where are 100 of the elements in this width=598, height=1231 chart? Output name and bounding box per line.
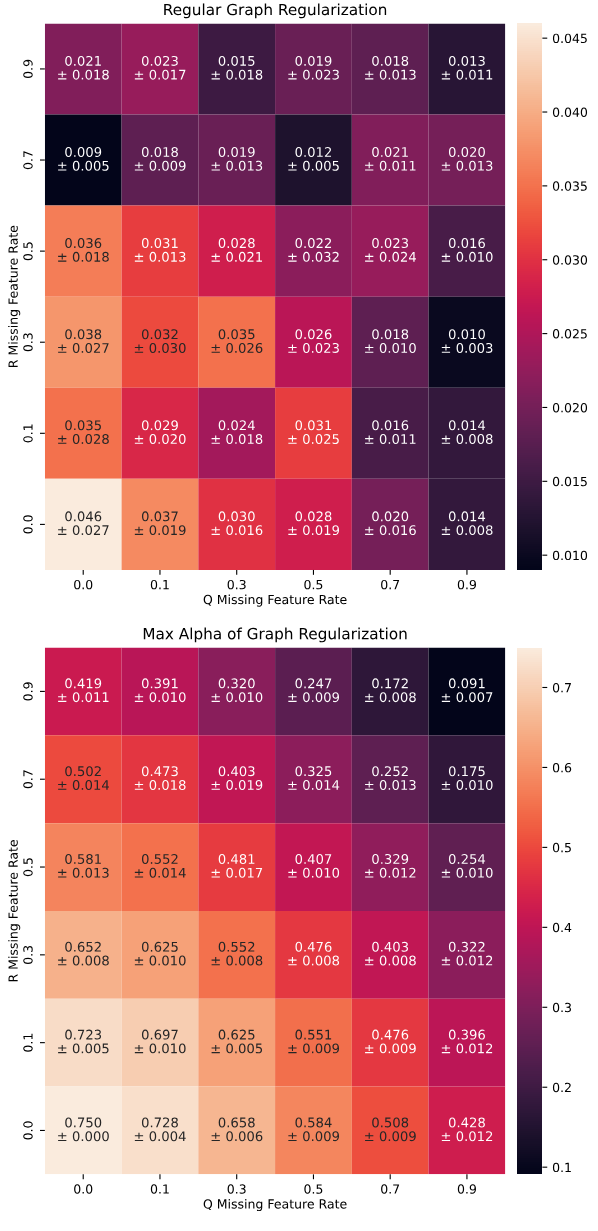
- x-tick-label: 0.1: [150, 1184, 169, 1194]
- data-label: 0.037 ± 0.019: [134, 511, 186, 536]
- y-tick-label: 0.3: [23, 333, 33, 352]
- data-label: 0.652 ± 0.008: [58, 941, 109, 966]
- data-label: 0.018 ± 0.009: [134, 146, 186, 171]
- color-bar-label: 0.3: [552, 1002, 571, 1013]
- data-label: 0.750 ± 0.000: [58, 1117, 109, 1142]
- data-label: 0.254 ± 0.010: [441, 854, 493, 878]
- color-bar-label: 0.4: [552, 922, 572, 933]
- data-label: 0.428 ± 0.012: [441, 1117, 493, 1142]
- data-label: 0.403 ± 0.019: [211, 766, 263, 790]
- color-bar-label: 0.5: [552, 842, 571, 853]
- x-tick-label: 0.7: [381, 579, 400, 590]
- x-tick-label: 0.9: [457, 579, 476, 590]
- x-tick-label: 0.3: [227, 1184, 246, 1194]
- chart-title: Max Alpha of Graph Regularization: [143, 627, 407, 643]
- data-label: 0.091 ± 0.007: [441, 678, 493, 703]
- y-tick-label: 0.1: [23, 1033, 33, 1052]
- data-label: 0.723 ± 0.005: [58, 1029, 109, 1054]
- data-label: 0.481 ± 0.017: [211, 854, 263, 878]
- data-label: 0.508 ± 0.009: [365, 1117, 416, 1142]
- y-tick-label: 0.7: [23, 151, 33, 170]
- data-label: 0.172 ± 0.008: [365, 678, 416, 703]
- data-label: 0.018 ± 0.010: [365, 329, 416, 353]
- x-tick-label: 0.9: [457, 1184, 476, 1194]
- y-tick-label: 0.5: [23, 242, 33, 261]
- x-axis-title: Q Missing Feature Rate: [203, 594, 347, 607]
- data-label: 0.625 ± 0.010: [134, 941, 186, 966]
- data-label: 0.391 ± 0.010: [134, 678, 186, 703]
- chart-title: Regular Graph Regularization: [164, 3, 387, 19]
- data-label: 0.020 ± 0.013: [441, 146, 493, 171]
- data-label: 0.252 ± 0.013: [365, 766, 416, 790]
- data-label: 0.015 ± 0.018: [211, 55, 263, 80]
- data-label: 0.026 ± 0.023: [288, 329, 339, 353]
- data-label: 0.476 ± 0.009: [365, 1029, 416, 1054]
- data-label: 0.403 ± 0.008: [365, 941, 416, 966]
- color-bar-label: 0.1: [552, 1162, 571, 1173]
- data-label: 0.697 ± 0.010: [134, 1029, 186, 1054]
- data-label: 0.019 ± 0.013: [211, 146, 263, 171]
- x-tick-label: 0.0: [74, 1184, 93, 1194]
- data-label: 0.175 ± 0.010: [441, 766, 493, 790]
- data-label: 0.046 ± 0.027: [58, 511, 109, 536]
- data-label: 0.024 ± 0.018: [211, 420, 263, 445]
- color-bar-label: 0.025: [552, 329, 587, 339]
- data-label: 0.476 ± 0.008: [288, 941, 340, 966]
- data-label: 0.320 ± 0.010: [211, 678, 263, 703]
- data-label: 0.552 ± 0.008: [211, 941, 263, 966]
- color-bar-label: 0.035: [552, 181, 587, 191]
- x-tick-label: 0.1: [150, 579, 169, 590]
- data-label: 0.016 ± 0.011: [365, 420, 416, 445]
- data-label: 0.551 ± 0.009: [288, 1029, 340, 1054]
- data-label: 0.009 ± 0.005: [58, 146, 109, 171]
- data-label: 0.038 ± 0.027: [58, 329, 109, 353]
- x-tick-label: 0.5: [304, 579, 323, 590]
- data-label: 0.625 ± 0.005: [211, 1029, 263, 1054]
- data-label: 0.322 ± 0.012: [441, 941, 493, 966]
- y-tick-label: 0.9: [23, 682, 33, 701]
- data-label: 0.473 ± 0.018: [134, 766, 186, 790]
- y-tick-label: 0.7: [23, 770, 33, 789]
- y-tick-label: 0.1: [23, 424, 33, 443]
- data-label: 0.016 ± 0.010: [441, 238, 493, 262]
- data-label: 0.031 ± 0.013: [134, 238, 186, 262]
- data-label: 0.031 ± 0.025: [288, 420, 339, 445]
- data-label: 0.023 ± 0.024: [365, 238, 416, 262]
- x-tick-label: 0.7: [381, 1184, 400, 1194]
- data-label: 0.035 ± 0.028: [58, 420, 109, 445]
- data-label: 0.021 ± 0.018: [58, 55, 109, 80]
- data-label: 0.020 ± 0.016: [365, 511, 416, 536]
- color-bar-label: 0.6: [552, 762, 572, 773]
- data-label: 0.584 ± 0.009: [288, 1117, 340, 1142]
- data-label: 0.014 ± 0.008: [441, 420, 493, 445]
- data-label: 0.012 ± 0.005: [288, 146, 339, 171]
- color-bar-label: 0.7: [552, 682, 571, 693]
- data-label: 0.552 ± 0.014: [134, 854, 186, 878]
- color-bar-label: 0.040: [552, 107, 588, 117]
- data-label: 0.036 ± 0.018: [58, 238, 109, 262]
- y-tick-label: 0.9: [23, 59, 33, 79]
- data-label: 0.502 ± 0.014: [58, 766, 109, 790]
- y-tick-label: 0.0: [23, 1121, 33, 1140]
- color-bar-label: 0.010: [552, 550, 588, 561]
- data-label: 0.396 ± 0.012: [441, 1029, 493, 1054]
- data-label: 0.023 ± 0.017: [134, 55, 186, 80]
- y-tick-label: 0.0: [23, 515, 33, 534]
- data-label: 0.030 ± 0.016: [211, 511, 263, 536]
- x-axis-title: Q Missing Feature Rate: [203, 1198, 347, 1212]
- data-label: 0.581 ± 0.013: [58, 854, 109, 878]
- y-tick-label: 0.5: [23, 858, 33, 877]
- data-label: 0.658 ± 0.006: [211, 1117, 263, 1142]
- data-label: 0.407 ± 0.010: [288, 854, 340, 878]
- data-label: 0.029 ± 0.020: [134, 420, 186, 445]
- data-label: 0.728 ± 0.004: [134, 1117, 186, 1142]
- data-label: 0.014 ± 0.008: [441, 511, 493, 536]
- data-label: 0.028 ± 0.019: [288, 511, 340, 536]
- data-label: 0.329 ± 0.012: [365, 854, 416, 878]
- data-label: 0.018 ± 0.013: [365, 55, 416, 80]
- data-label: 0.022 ± 0.032: [288, 238, 339, 262]
- data-label: 0.032 ± 0.030: [134, 329, 186, 353]
- data-label: 0.021 ± 0.011: [365, 146, 416, 171]
- data-label: 0.013 ± 0.011: [441, 55, 493, 80]
- color-bar-label: 0.045: [552, 33, 587, 44]
